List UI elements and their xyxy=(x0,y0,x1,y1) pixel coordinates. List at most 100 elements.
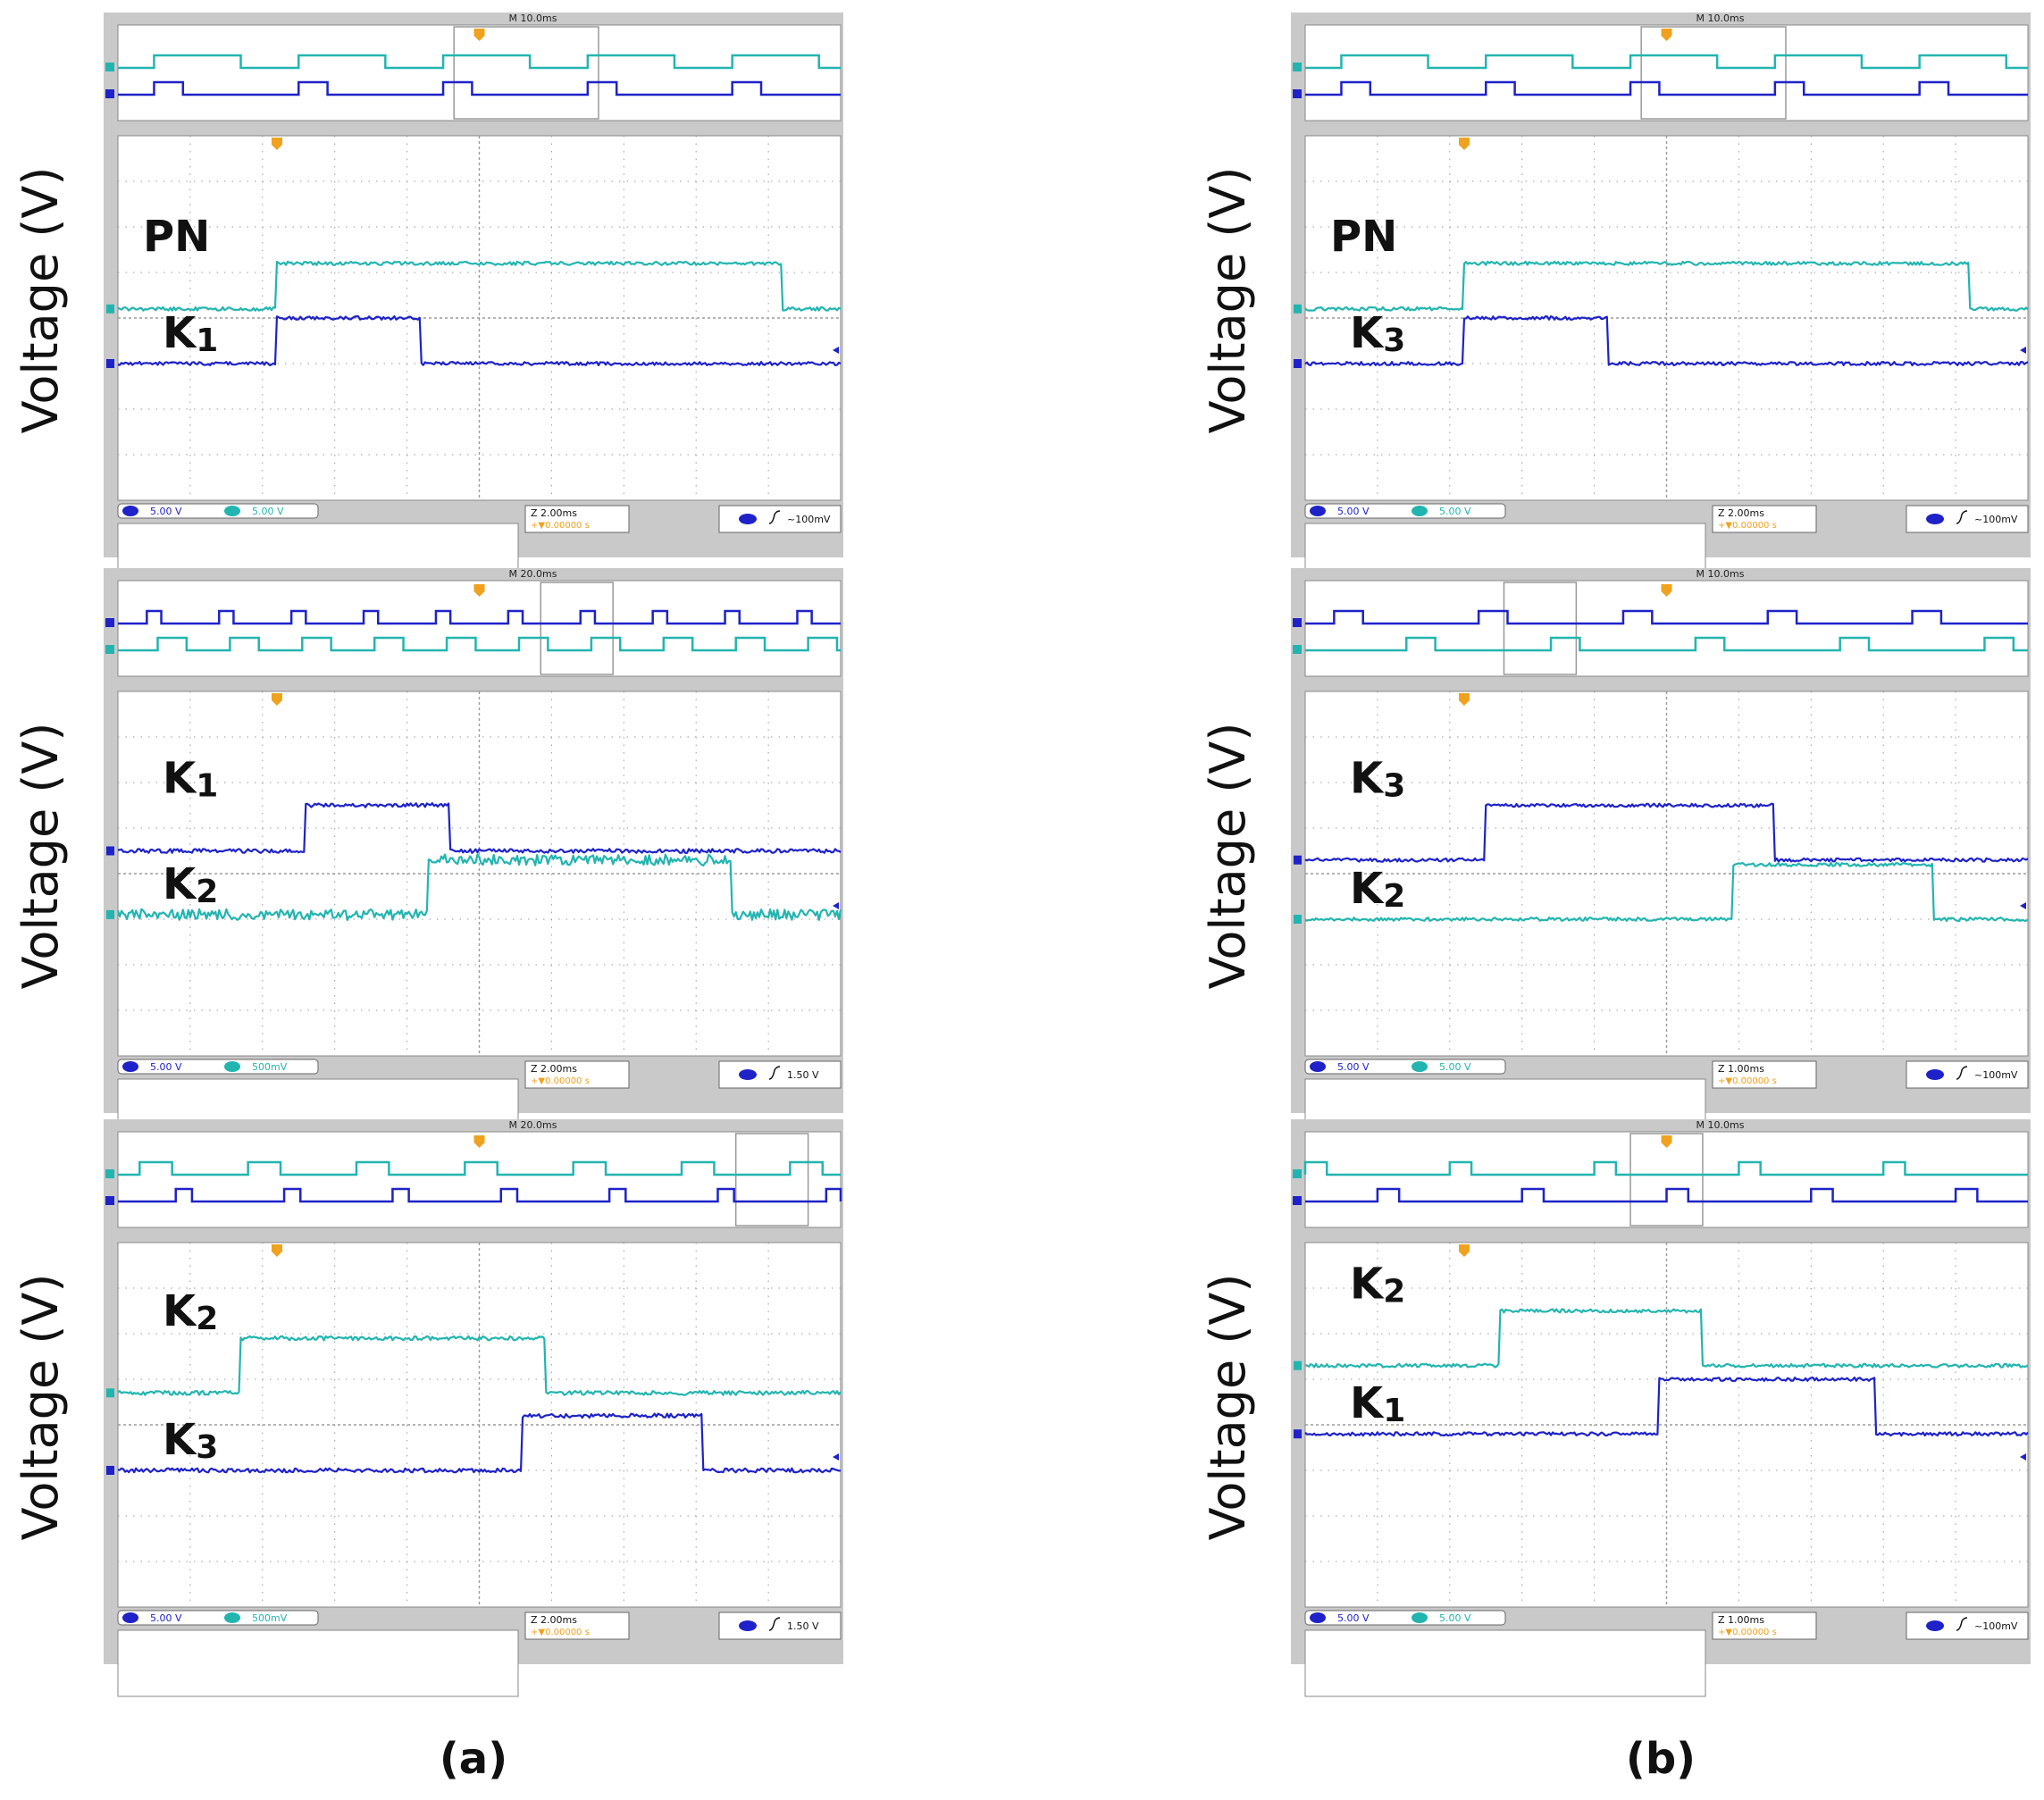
y-axis-label: Voltage (V) xyxy=(13,1274,69,1541)
timebase-label: M 10.0ms xyxy=(1696,568,1745,580)
ground-marker-ch1 xyxy=(106,846,114,856)
trace-K3 xyxy=(1304,315,2029,367)
timescale-box xyxy=(524,1060,630,1089)
ch2-badge-icon xyxy=(224,506,240,516)
info-box xyxy=(1304,1629,1706,1697)
timescale-box xyxy=(524,505,630,533)
overview-marker-ch2 xyxy=(105,645,114,654)
timescale-box xyxy=(1712,1612,1817,1640)
zoom-icon: Z xyxy=(531,1614,540,1626)
trace-K3 xyxy=(117,1412,842,1474)
trigger-level: ~100mV xyxy=(1974,1069,2018,1081)
timescale-text: 1.00ms xyxy=(1728,1614,1764,1626)
timescale-value: Z 1.00ms xyxy=(1718,1614,1764,1626)
rising-edge-icon xyxy=(768,1066,781,1080)
zoom-window xyxy=(1629,1133,1704,1227)
zoom-window xyxy=(540,582,614,675)
channel-readout-box xyxy=(1304,1059,1506,1075)
overview-marker-ch2 xyxy=(105,63,114,71)
y-axis-label: Voltage (V) xyxy=(13,723,69,990)
scope-panel-a-1: M 10.0ms PN K1 5.00 V 5.00 V Z 2.00ms +▼0.0000… xyxy=(13,13,843,590)
trace-label-sub: 3 xyxy=(1383,768,1405,805)
timescale-value: Z 2.00ms xyxy=(531,1614,577,1626)
y-axis-label: Voltage (V) xyxy=(1200,1274,1256,1541)
trigger-marker-icon xyxy=(1661,29,1672,41)
timescale-box xyxy=(1712,1060,1817,1089)
rising-edge-icon xyxy=(768,1617,781,1631)
trace-label-sub: 2 xyxy=(196,874,218,910)
overview-trace-ch2 xyxy=(118,54,841,70)
ch1-badge-icon xyxy=(1310,1061,1326,1072)
overview-marker-ch1 xyxy=(1293,618,1302,627)
trace-label-main: K xyxy=(163,1415,197,1465)
trace-K1 xyxy=(117,802,842,854)
trigger-level-icon xyxy=(2020,347,2026,354)
main-trigger-icon xyxy=(271,1244,282,1257)
trigger-source-icon xyxy=(1926,1069,1944,1080)
trace-label-sub: 3 xyxy=(196,1429,218,1466)
ground-marker-ch2 xyxy=(106,1388,114,1398)
ch1-badge-icon xyxy=(1310,506,1326,516)
ch2-badge-icon xyxy=(1412,506,1428,516)
trace-label-PN: PN xyxy=(1330,212,1397,262)
zoom-window xyxy=(734,1133,809,1227)
zoom-icon: Z xyxy=(1718,1063,1728,1075)
ground-marker-ch1 xyxy=(106,359,114,368)
main-trigger-icon xyxy=(1458,1244,1470,1257)
trace-label-main: K xyxy=(163,754,197,804)
trace-label-main: K xyxy=(163,1286,197,1336)
trace-label-K3: K3 xyxy=(1350,308,1405,359)
channel-readout-box xyxy=(1304,1610,1506,1626)
trace-PN xyxy=(1304,260,2029,312)
channel-readout-box xyxy=(117,1059,319,1075)
overview-trace-ch1 xyxy=(1305,80,2028,96)
trace-label-sub: 3 xyxy=(1383,322,1405,359)
trace-label-main: PN xyxy=(1330,212,1397,262)
timescale-value: Z 2.00ms xyxy=(1718,507,1764,519)
trace-label-main: K xyxy=(1350,308,1385,358)
trace-label-sub: 1 xyxy=(1383,1393,1405,1429)
trace-label-main: K xyxy=(1350,1378,1385,1428)
trace-label-PN: PN xyxy=(143,212,210,262)
ch1-scale: 5.00 V xyxy=(150,506,182,517)
ch2-badge-icon xyxy=(1412,1612,1428,1623)
overview-trace-ch1 xyxy=(1305,609,2028,625)
trace-label-sub: 2 xyxy=(1383,1274,1405,1310)
ch2-badge-icon xyxy=(224,1612,240,1623)
trace-label-sub: 1 xyxy=(196,322,218,359)
trace-K2 xyxy=(1304,861,2029,923)
overview-marker-ch2 xyxy=(105,1169,114,1178)
ch1-scale: 5.00 V xyxy=(1337,506,1370,517)
ch2-badge-icon xyxy=(1412,1061,1428,1072)
ch2-scale: 5.00 V xyxy=(1439,506,1471,517)
timebase-label: M 10.0ms xyxy=(1696,13,1745,24)
ch2-scale: 500mV xyxy=(252,1061,288,1073)
trigger-level: ~100mV xyxy=(787,514,831,525)
zoom-window xyxy=(453,26,599,120)
ch1-scale: 5.00 V xyxy=(1337,1612,1370,1624)
overview-trace-ch2 xyxy=(118,1160,841,1176)
rising-edge-icon xyxy=(1956,510,1968,524)
scope-panel-b-1: M 10.0ms PN K3 5.00 V 5.00 V Z 2.00ms +▼0.0000… xyxy=(1200,13,2031,590)
ch2-scale: 5.00 V xyxy=(252,506,284,517)
overview-trace-ch2 xyxy=(118,636,841,652)
y-axis-label: Voltage (V) xyxy=(1200,167,1256,434)
trigger-marker-icon xyxy=(473,29,485,41)
trigger-source-icon xyxy=(1926,1620,1944,1631)
info-box xyxy=(117,1629,519,1697)
timescale-box xyxy=(1712,505,1817,533)
trace-label-sub: 1 xyxy=(196,768,218,805)
overview-marker-ch2 xyxy=(1293,1169,1302,1178)
trace-K1 xyxy=(1304,1376,2029,1437)
ground-marker-ch2 xyxy=(1294,1360,1302,1370)
overview-marker-ch1 xyxy=(105,89,114,98)
overview-trace-ch2 xyxy=(1305,636,2028,652)
ch2-badge-icon xyxy=(224,1061,240,1072)
position-value: +▼0.00000 s xyxy=(531,1076,590,1086)
trace-label-K2: K2 xyxy=(163,1286,218,1337)
channel-readout-box xyxy=(117,503,319,519)
